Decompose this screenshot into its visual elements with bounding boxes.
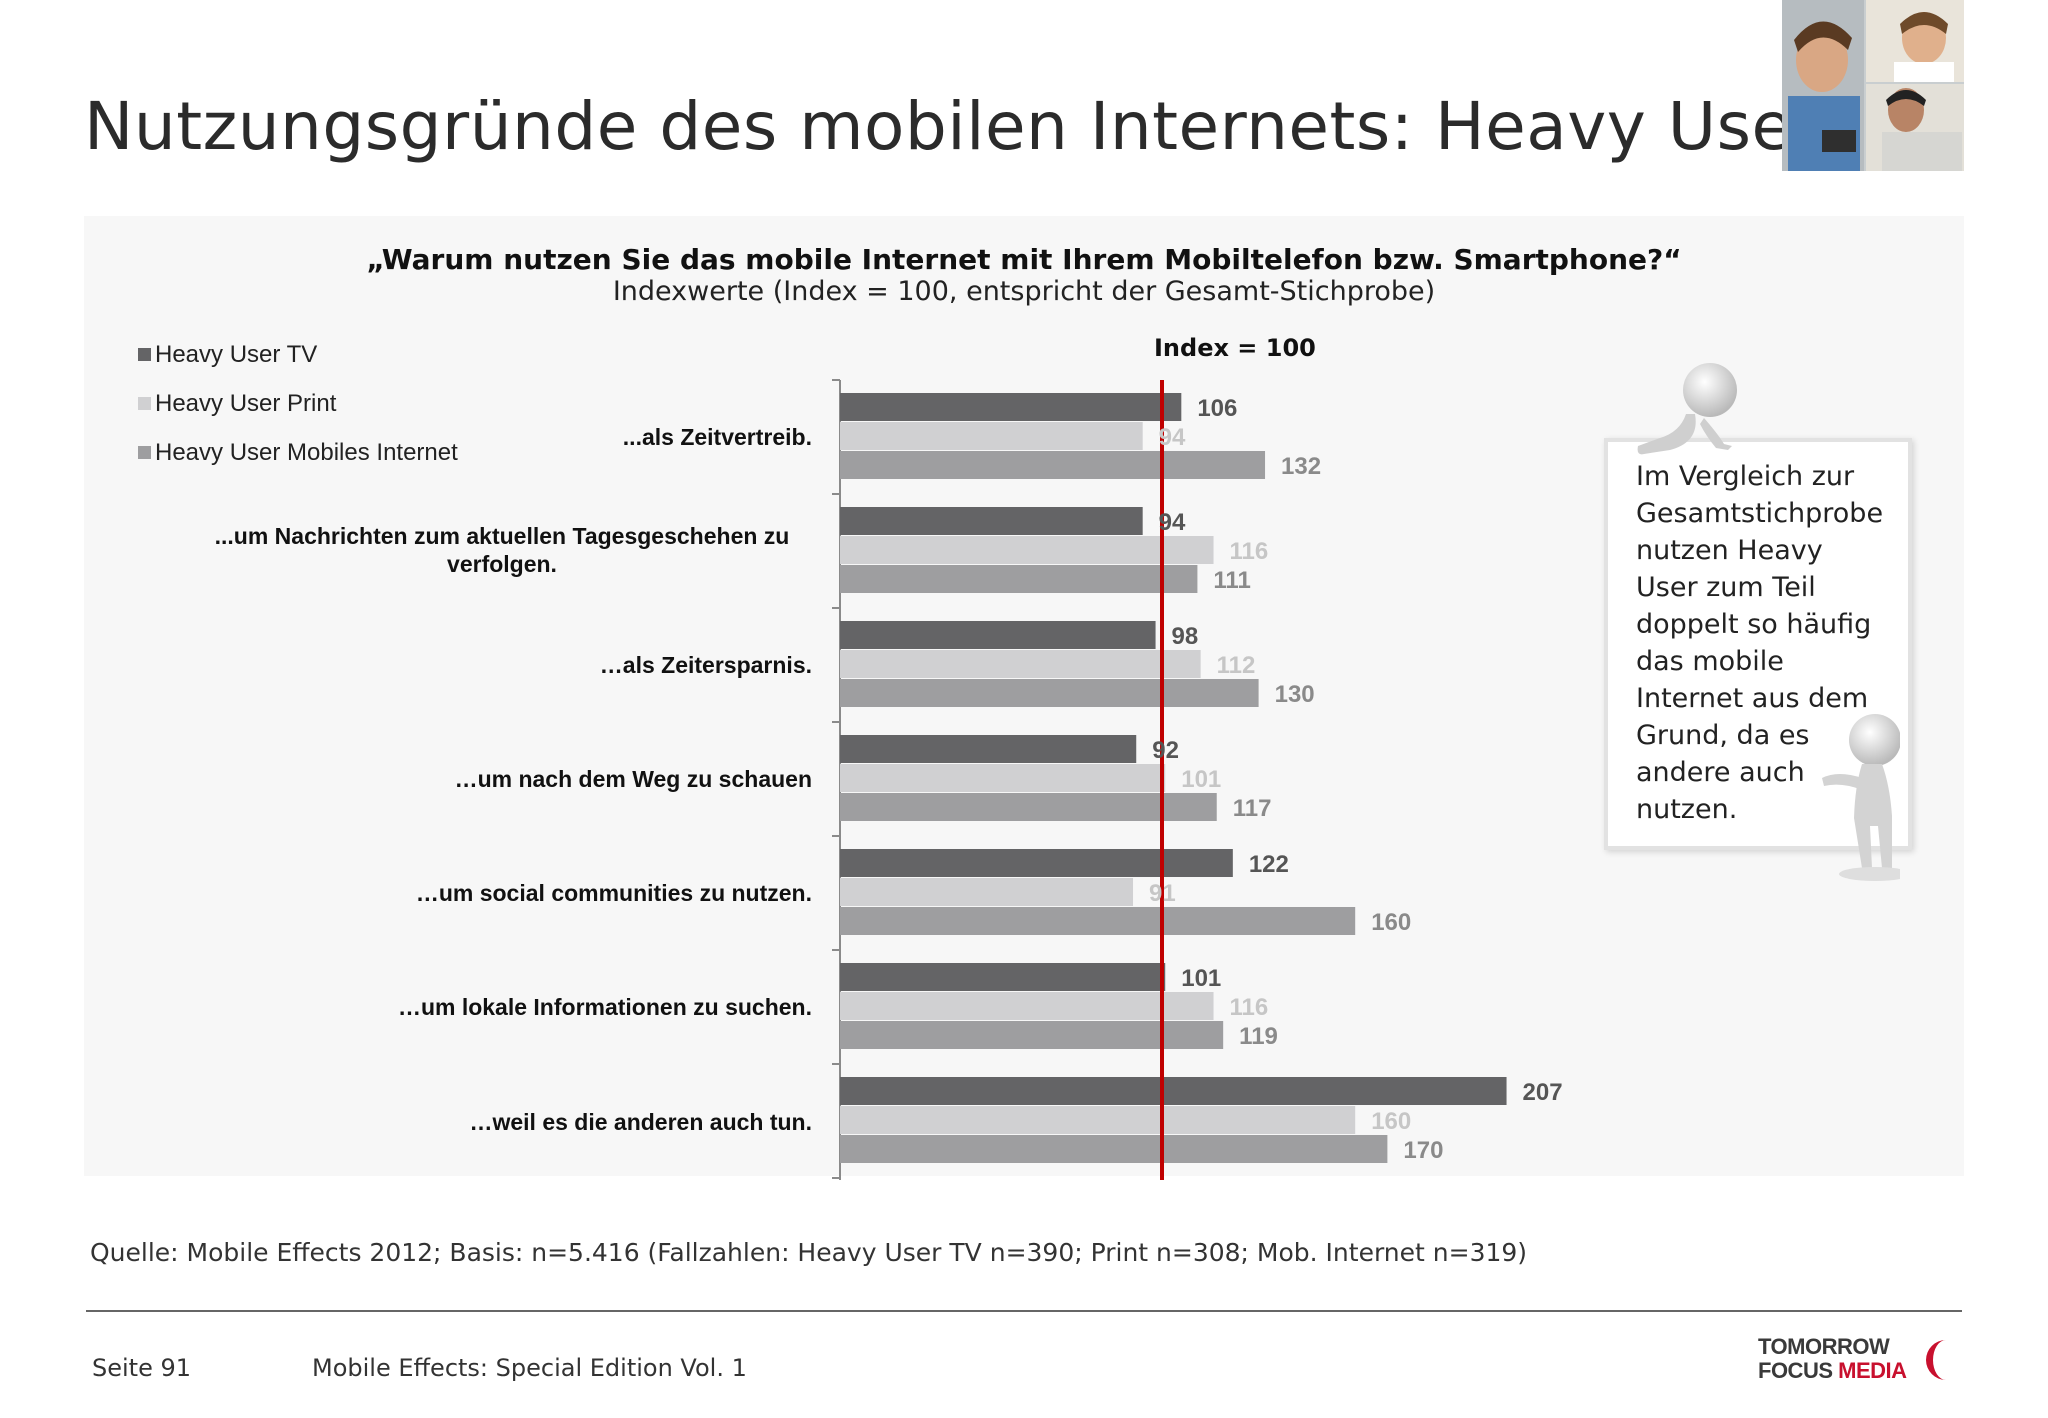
reference-line-label: Index = 100 xyxy=(1154,334,1316,362)
logo-text-media: MEDIA xyxy=(1838,1358,1907,1383)
footer-divider xyxy=(86,1310,1962,1312)
legend-item-tv: Heavy User TV xyxy=(138,330,458,379)
legend-swatch-print xyxy=(138,397,151,410)
tomorrow-focus-media-logo: TOMORROW FOCUS MEDIA xyxy=(1758,1336,1968,1384)
category-label-andere: …weil es die anderen auch tun. xyxy=(469,1109,812,1135)
figure-illustration xyxy=(1637,363,1900,881)
category-label-weg: …um nach dem Weg zu schauen xyxy=(454,766,812,792)
category-label-zeitersparnis: …als Zeitersparnis. xyxy=(599,652,812,678)
legend-label-mobile: Heavy User Mobiles Internet xyxy=(155,438,458,466)
source-note: Quelle: Mobile Effects 2012; Basis: n=5.… xyxy=(90,1238,1528,1267)
category-label-social: …um social communities zu nutzen. xyxy=(415,880,812,906)
legend-label-tv: Heavy User TV xyxy=(155,340,318,368)
category-label-lokal: …um lokale Informationen zu suchen. xyxy=(397,994,812,1020)
callout-text: Im Vergleich zur Gesamtstichprobe nutzen… xyxy=(1636,461,1884,825)
header-photo xyxy=(1782,0,1964,171)
legend-label-print: Heavy User Print xyxy=(155,389,337,417)
logo-text-line1: TOMORROW xyxy=(1758,1334,1890,1359)
chart-subtitle: Indexwerte (Index = 100, entspricht der … xyxy=(612,276,1436,307)
chart-question: „Warum nutzen Sie das mobile Internet mi… xyxy=(366,243,1682,276)
page-title: Nutzungsgründe des mobilen Internets: He… xyxy=(84,88,1821,165)
logo-mark-icon xyxy=(1926,1340,1946,1380)
chart-legend: Heavy User TV Heavy User Print Heavy Use… xyxy=(138,330,458,477)
category-label-nachrichten: ...um Nachrichten zum aktuellen Tagesges… xyxy=(214,523,790,577)
legend-item-print: Heavy User Print xyxy=(138,379,458,428)
legend-swatch-mobile xyxy=(138,446,151,459)
logo-text-focus: FOCUS xyxy=(1758,1358,1839,1383)
page-number: Seite 91 xyxy=(92,1354,192,1382)
legend-item-mobile: Heavy User Mobiles Internet xyxy=(138,428,458,477)
footer-title: Mobile Effects: Special Edition Vol. 1 xyxy=(312,1354,747,1382)
category-label-zeitvertreib: ...als Zeitvertreib. xyxy=(622,424,812,450)
legend-swatch-tv xyxy=(138,348,151,361)
